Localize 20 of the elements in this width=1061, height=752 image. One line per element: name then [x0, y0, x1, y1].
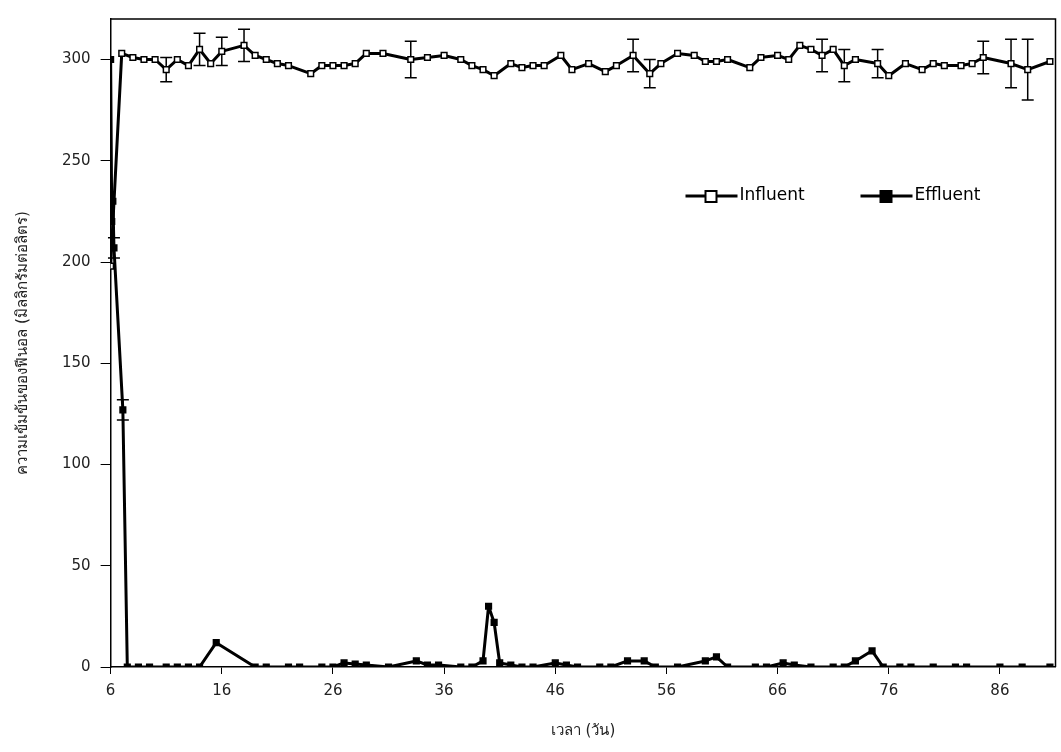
y-tick-label: 100 [61, 454, 91, 473]
x-tick-label: 56 [656, 680, 676, 699]
legend-label: Influent [739, 184, 805, 205]
x-tick-label: 6 [105, 680, 116, 699]
y-axis-title: ความเข้มข้นของฟีนอล (มิลลิกรัมต่อลิตร) [12, 211, 31, 475]
y-tick-label: 150 [61, 353, 91, 372]
x-tick-label: 26 [323, 680, 343, 699]
y-tick-label: 200 [61, 251, 91, 270]
y-tick-label: 0 [81, 656, 91, 675]
y-tick-label: 50 [71, 555, 91, 574]
x-tick-label: 86 [990, 680, 1010, 699]
x-axis-title: เวลา (วัน) [550, 720, 616, 739]
y-tick-label: 300 [61, 49, 91, 68]
x-tick-label: 16 [212, 680, 232, 699]
x-tick-label: 76 [879, 680, 899, 699]
x-tick-label: 36 [434, 680, 454, 699]
x-tick-label: 66 [768, 680, 788, 699]
legend-label: Effluent [914, 184, 981, 205]
y-tick-label: 250 [61, 150, 91, 169]
x-tick-label: 46 [545, 680, 565, 699]
